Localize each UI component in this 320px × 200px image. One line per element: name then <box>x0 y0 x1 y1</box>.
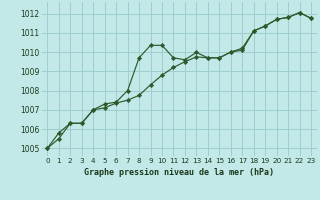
X-axis label: Graphe pression niveau de la mer (hPa): Graphe pression niveau de la mer (hPa) <box>84 168 274 177</box>
